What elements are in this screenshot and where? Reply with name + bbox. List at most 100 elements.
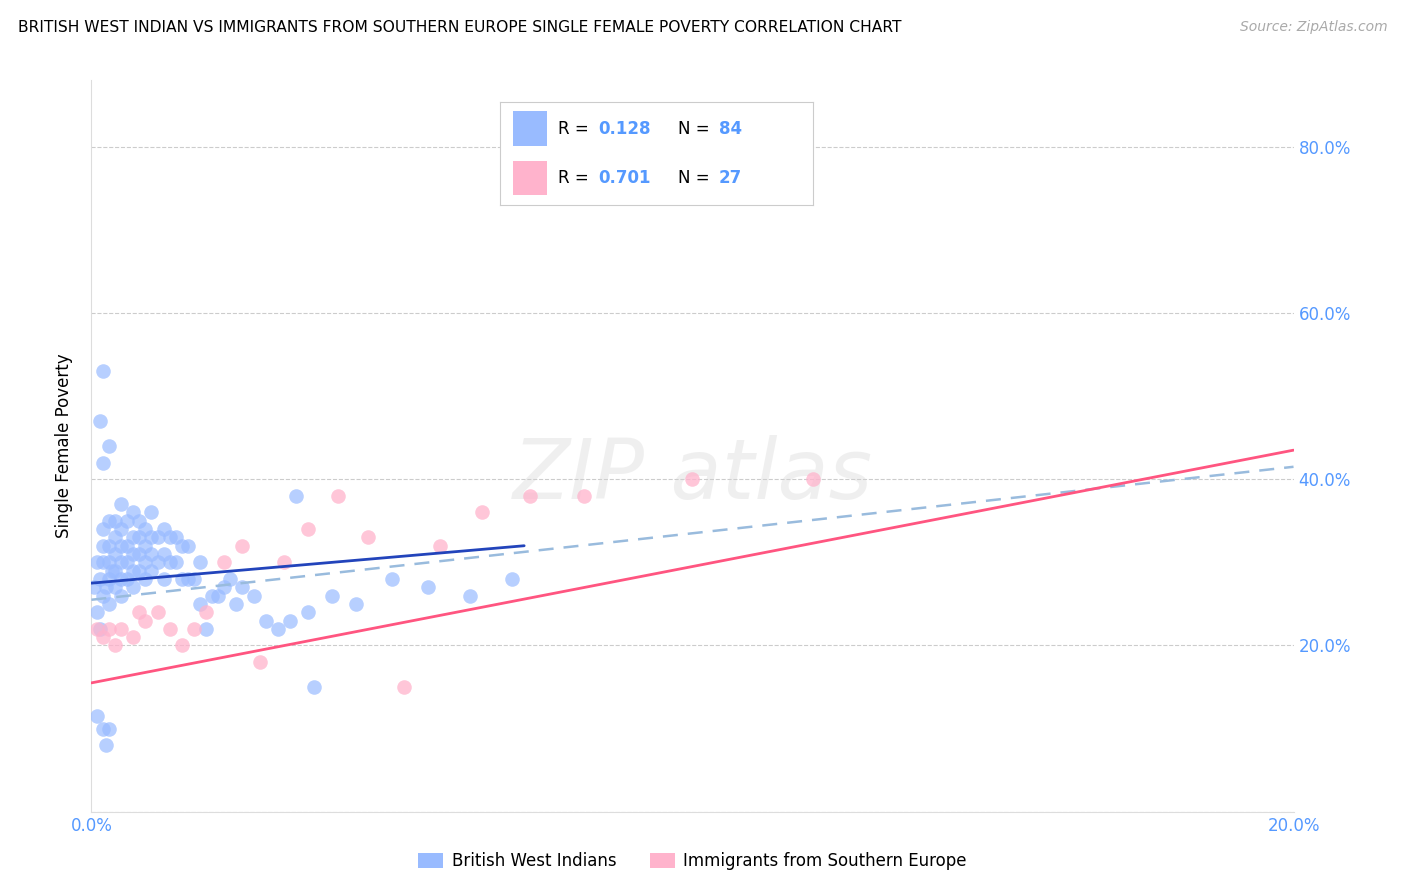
Point — [501, 572, 523, 586]
Point — [93, 722, 115, 736]
Point — [101, 564, 124, 578]
Legend: British West Indians, Immigrants from Southern Europe: British West Indians, Immigrants from So… — [412, 846, 973, 877]
Point — [381, 572, 404, 586]
Point — [104, 580, 127, 594]
Point — [86, 605, 108, 619]
Point — [89, 572, 111, 586]
Point — [122, 547, 145, 561]
Point — [122, 530, 145, 544]
Point — [183, 572, 205, 586]
Point — [83, 580, 105, 594]
Point — [128, 564, 150, 578]
Point — [165, 555, 187, 569]
Point — [93, 589, 115, 603]
Point — [278, 614, 301, 628]
Point — [98, 722, 121, 736]
Point — [104, 530, 127, 544]
Y-axis label: Single Female Poverty: Single Female Poverty — [55, 354, 73, 538]
Point — [176, 539, 198, 553]
Point — [188, 555, 211, 569]
Point — [96, 738, 118, 752]
Point — [98, 622, 121, 636]
Point — [201, 589, 224, 603]
Point — [146, 605, 169, 619]
Point — [212, 555, 235, 569]
Point — [392, 680, 415, 694]
Point — [212, 580, 235, 594]
Point — [89, 622, 111, 636]
Point — [93, 539, 115, 553]
Point — [344, 597, 367, 611]
Point — [122, 630, 145, 644]
Point — [98, 597, 121, 611]
Point — [170, 639, 193, 653]
Point — [321, 589, 343, 603]
Point — [225, 597, 247, 611]
Point — [86, 622, 108, 636]
Point — [122, 580, 145, 594]
Point — [98, 555, 121, 569]
Point — [159, 530, 181, 544]
Point — [141, 530, 163, 544]
Point — [242, 589, 264, 603]
Text: BRITISH WEST INDIAN VS IMMIGRANTS FROM SOUTHERN EUROPE SINGLE FEMALE POVERTY COR: BRITISH WEST INDIAN VS IMMIGRANTS FROM S… — [18, 20, 901, 35]
Point — [152, 547, 174, 561]
Point — [128, 605, 150, 619]
Point — [146, 530, 169, 544]
Point — [98, 572, 121, 586]
Point — [297, 522, 319, 536]
Point — [128, 514, 150, 528]
Point — [110, 522, 132, 536]
Point — [86, 555, 108, 569]
Point — [326, 489, 349, 503]
Point — [159, 622, 181, 636]
Point — [458, 589, 481, 603]
Point — [93, 555, 115, 569]
Point — [134, 614, 156, 628]
Point — [284, 489, 307, 503]
Point — [188, 597, 211, 611]
Point — [231, 580, 253, 594]
Point — [98, 539, 121, 553]
Point — [218, 572, 240, 586]
Text: Source: ZipAtlas.com: Source: ZipAtlas.com — [1240, 20, 1388, 34]
Point — [110, 497, 132, 511]
Point — [254, 614, 277, 628]
Point — [207, 589, 229, 603]
Point — [104, 564, 127, 578]
Point — [117, 555, 139, 569]
Point — [159, 555, 181, 569]
Point — [110, 622, 132, 636]
Point — [681, 472, 703, 486]
Point — [429, 539, 451, 553]
Point — [122, 564, 145, 578]
Point — [141, 564, 163, 578]
Point — [93, 522, 115, 536]
Point — [98, 514, 121, 528]
Point — [104, 514, 127, 528]
Point — [152, 572, 174, 586]
Point — [86, 709, 108, 723]
Point — [134, 555, 156, 569]
Point — [134, 539, 156, 553]
Point — [273, 555, 295, 569]
Point — [170, 572, 193, 586]
Point — [146, 555, 169, 569]
Point — [574, 489, 596, 503]
Point — [519, 489, 541, 503]
Point — [267, 622, 290, 636]
Point — [117, 572, 139, 586]
Point — [194, 622, 217, 636]
Point — [128, 530, 150, 544]
Text: ZIP atlas: ZIP atlas — [512, 434, 873, 516]
Point — [93, 364, 115, 378]
Point — [471, 506, 494, 520]
Point — [141, 547, 163, 561]
Point — [89, 414, 111, 428]
Point — [165, 530, 187, 544]
Point — [134, 572, 156, 586]
Point — [416, 580, 439, 594]
Point — [176, 572, 198, 586]
Point — [104, 547, 127, 561]
Point — [357, 530, 380, 544]
